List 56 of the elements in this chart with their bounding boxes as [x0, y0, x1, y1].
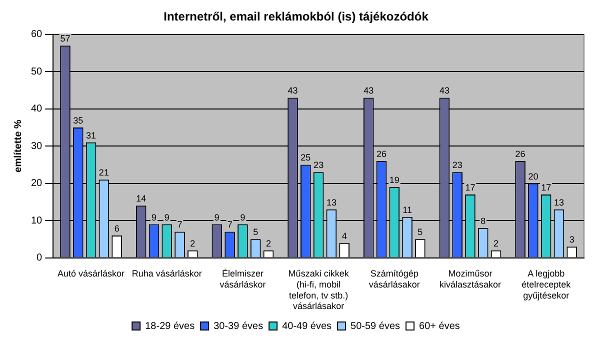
data-label: 2 — [190, 238, 196, 248]
data-label: 43 — [439, 86, 450, 96]
data-label: 23 — [314, 160, 324, 170]
data-label: 7 — [177, 220, 182, 230]
data-label: 8 — [480, 216, 486, 226]
y-tick-label: 30 — [31, 140, 43, 152]
legend-label: 40-49 éves — [282, 320, 332, 332]
x-tick-label: Ruha vásárláskor — [132, 268, 202, 279]
legend-label: 30-39 éves — [214, 320, 264, 332]
data-label: 4 — [342, 230, 347, 241]
y-tick-label: 0 — [36, 252, 43, 264]
y-tick-label: 60 — [31, 29, 43, 40]
data-label: 25 — [300, 152, 311, 163]
data-label: 19 — [389, 175, 400, 186]
data-label: 23 — [452, 160, 462, 170]
data-label: 2 — [266, 238, 272, 248]
data-label: 31 — [86, 130, 96, 140]
data-label: 17 — [465, 182, 476, 192]
x-tick-label: Számítógép vásárlásakor — [368, 268, 420, 290]
data-label: 26 — [515, 148, 526, 159]
data-label: 2 — [494, 238, 499, 248]
data-label: 9 — [214, 212, 220, 222]
y-tick-label: 20 — [31, 178, 43, 190]
data-label: 26 — [376, 148, 387, 159]
x-tick-label: Műszaki cikkek (hi-fi, mobil telefon, tv stb.) vásárlásakor — [288, 268, 350, 312]
legend-label: 60+ éves — [419, 320, 460, 332]
data-label: 9 — [164, 212, 170, 222]
data-label: 9 — [151, 212, 156, 222]
data-label: 20 — [528, 171, 538, 182]
x-tick-label: Élelmiszer vásárláskor — [220, 268, 266, 290]
data-label: 17 — [541, 182, 552, 192]
legend-label: 50-59 éves — [350, 320, 400, 332]
x-tick-label: Autó vásárláskor — [58, 268, 125, 279]
x-tick-label: Moziműsor kiválasztásakor — [439, 268, 502, 290]
chart-title: Internetről, email reklámokból (is) tájékozódók — [164, 10, 429, 24]
y-axis-title: említette % — [12, 120, 24, 172]
y-tick-label: 10 — [31, 215, 43, 226]
data-label: 9 — [240, 212, 246, 222]
data-label: 3 — [569, 234, 574, 245]
data-label: 13 — [554, 197, 564, 208]
legend-label: 18-29 éves — [145, 320, 195, 332]
data-label: 43 — [288, 86, 298, 96]
x-tick-label: A legjobb ételreceptek gyűjtésekor — [522, 268, 572, 300]
data-label: 21 — [98, 168, 109, 178]
data-label: 5 — [418, 227, 423, 238]
data-label: 57 — [60, 34, 70, 44]
data-label: 35 — [73, 115, 84, 126]
data-label: 5 — [253, 227, 258, 238]
data-label: 11 — [402, 204, 412, 215]
data-label: 6 — [114, 223, 120, 234]
y-tick-label: 50 — [31, 66, 43, 78]
data-label: 14 — [136, 194, 146, 204]
data-label: 7 — [227, 220, 232, 230]
data-label: 13 — [326, 197, 336, 208]
y-tick-label: 40 — [31, 104, 43, 115]
data-label: 43 — [364, 86, 374, 96]
